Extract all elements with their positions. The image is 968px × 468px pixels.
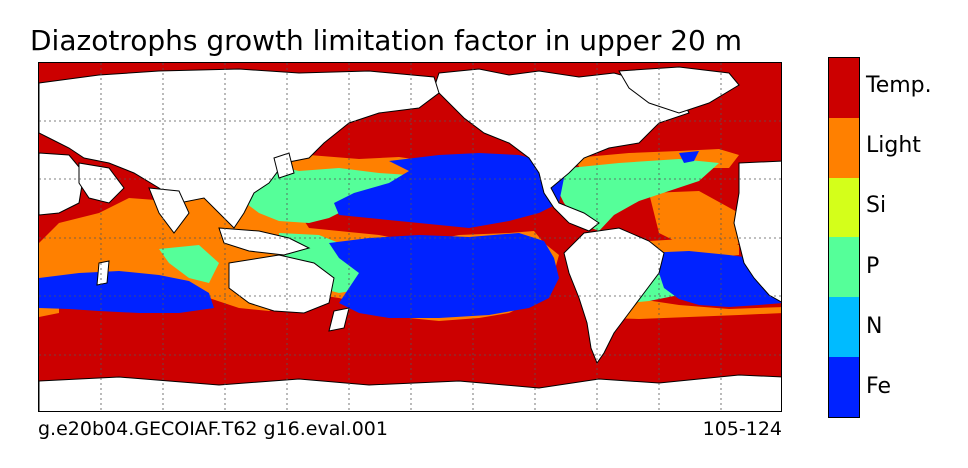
graticule — [39, 63, 781, 411]
world-map — [39, 63, 781, 411]
colorbar-swatch — [829, 297, 859, 358]
colorbar-swatch — [829, 237, 859, 298]
colorbar-swatch — [829, 58, 859, 118]
colorbar-label: Temp. — [866, 73, 932, 99]
years-label: 105-124 — [702, 418, 782, 440]
colorbar — [828, 57, 860, 418]
colorbar-label: N — [866, 313, 883, 339]
colorbar-label: Si — [866, 193, 887, 219]
colorbar-swatch — [829, 117, 859, 178]
page-title: Diazotrophs growth limitation factor in … — [30, 24, 743, 57]
continents — [39, 66, 781, 411]
colorbar-label: Light — [866, 133, 921, 159]
colorbar-swatch — [829, 177, 859, 238]
colorbar-label: P — [866, 253, 880, 279]
colorbar-swatch — [829, 357, 859, 417]
map-panel — [38, 62, 782, 412]
case-name-label: g.e20b04.GECOIAF.T62 g16.eval.001 — [38, 418, 388, 440]
colorbar-label: Fe — [866, 373, 891, 399]
